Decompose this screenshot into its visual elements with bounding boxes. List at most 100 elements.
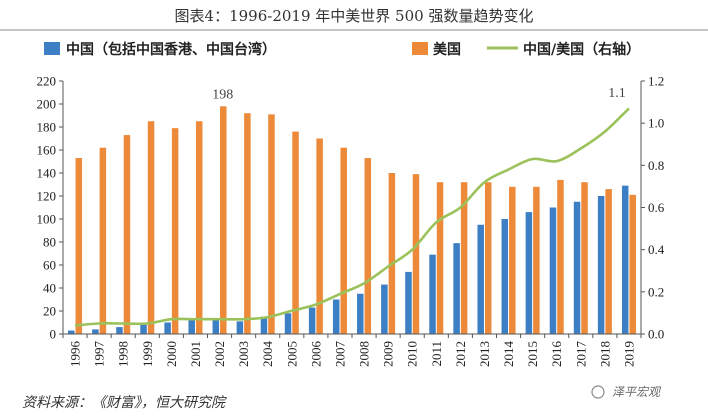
x-tick-label: 2019: [621, 341, 636, 367]
y-left-tick-label: 200: [37, 97, 57, 112]
x-tick-label: 1996: [68, 341, 83, 368]
bar-china: [164, 322, 171, 334]
bar-china: [332, 299, 340, 334]
bar-china: [92, 329, 99, 334]
x-tick-label: 2008: [357, 341, 372, 367]
y-right-tick-label: 0.8: [648, 158, 664, 173]
annotations: 198 1.1: [212, 86, 625, 102]
x-tick-label: 2005: [284, 341, 299, 367]
bar-china: [212, 320, 220, 334]
bar-china: [116, 327, 123, 334]
y-right-tick-label: 0.0: [648, 327, 664, 342]
bar-china: [501, 219, 509, 334]
bar-us: [195, 121, 203, 334]
bar-us: [171, 128, 179, 334]
watermark-text: 泽平宏观: [612, 385, 662, 399]
y-left-tick-label: 60: [43, 258, 56, 273]
x-tick-label: 2000: [164, 341, 179, 367]
bar-us: [557, 179, 564, 334]
x-tick-label: 2013: [477, 341, 492, 367]
source-note: 资料来源：《财富》，恒大研究院: [22, 395, 227, 411]
annotation-peak-us: 198: [212, 87, 233, 102]
x-tick-label: 2006: [308, 341, 323, 368]
watermark-icon: [591, 385, 605, 399]
bar-china: [429, 254, 436, 334]
x-tick-label: 2009: [381, 341, 396, 367]
x-tick-label: 2018: [597, 341, 612, 367]
bar-us: [340, 147, 347, 334]
x-tick-label: 2014: [501, 341, 516, 368]
x-tick-label: 2010: [405, 341, 420, 367]
y-left-tick-label: 120: [37, 189, 57, 204]
bar-china: [284, 313, 292, 334]
y-right-tick-label: 1.0: [648, 116, 664, 131]
legend-swatch-us: [412, 42, 428, 55]
x-tick-label: 2002: [212, 341, 227, 367]
bar-us: [123, 135, 131, 334]
y-right-tick-label: 1.2: [648, 74, 664, 89]
y-left-tick-label: 100: [37, 212, 57, 227]
bar-us: [605, 189, 612, 334]
bar-china: [188, 320, 195, 334]
bar-us: [388, 173, 396, 334]
legend-label-china: 中国（包括中国香港、中国台湾）: [66, 41, 276, 58]
bar-us: [629, 194, 636, 334]
bar-china: [308, 307, 316, 334]
bar-china: [525, 212, 533, 334]
bar-us: [484, 182, 492, 334]
x-tick-label: 2012: [453, 341, 468, 367]
x-tick-label: 2017: [573, 341, 588, 368]
legend-label-us: 美国: [433, 41, 461, 58]
ratio-line-layer: [74, 107, 630, 327]
y-right-tick-label: 0.2: [648, 284, 664, 299]
bar-us: [364, 158, 372, 334]
bar-us: [147, 121, 155, 334]
x-tick-label: 2015: [525, 341, 540, 367]
bar-us: [268, 114, 275, 334]
bar-china: [477, 224, 484, 334]
annotation-ratio-end: 1.1: [608, 86, 626, 101]
bar-us: [99, 147, 107, 334]
bar-us: [533, 186, 540, 334]
y-left-tick-label: 40: [43, 281, 56, 296]
bar-china: [453, 243, 460, 334]
bar-china: [573, 201, 581, 334]
y-left-tick-label: 160: [37, 143, 57, 158]
bar-us: [509, 186, 516, 334]
x-tick-label: 2011: [429, 341, 444, 367]
bar-china: [621, 185, 629, 334]
bar-us: [581, 182, 588, 334]
bar-china: [236, 321, 244, 334]
legend-swatch-china: [44, 42, 60, 55]
legend: 中国（包括中国香港、中国台湾） 美国 中国/美国（右轴）: [44, 41, 640, 58]
bar-us: [75, 158, 83, 334]
y-left-tick-label: 220: [37, 74, 57, 89]
bar-china: [405, 271, 412, 334]
y-left-tick-label: 80: [43, 235, 56, 250]
bar-us: [436, 182, 444, 334]
bar-china: [260, 316, 268, 334]
x-tick-label: 2003: [236, 341, 251, 367]
y-right-tick-label: 0.4: [648, 242, 665, 257]
y-left-tick-label: 0: [50, 327, 57, 342]
y-left-tick-label: 140: [37, 166, 57, 181]
x-tick-label: 1999: [140, 341, 155, 367]
bars: [68, 106, 636, 334]
bar-china: [597, 196, 605, 334]
legend-label-ratio: 中国/美国（右轴）: [523, 41, 640, 58]
y-left-tick-label: 180: [37, 120, 57, 135]
watermark: 泽平宏观: [591, 385, 662, 399]
bar-china: [357, 293, 364, 334]
axes: 0 20 40 60 80 100 120 140 160 180 200 220 0.0 0.2 0.4 0…: [37, 74, 665, 368]
x-tick-label: 2007: [332, 341, 347, 368]
bar-china: [381, 284, 388, 334]
bar-china: [549, 207, 557, 334]
bar-china: [68, 330, 75, 334]
x-tick-label: 2016: [549, 341, 564, 368]
y-left-tick-label: 20: [43, 304, 56, 319]
x-tick-label: 2001: [188, 341, 203, 367]
bar-us: [412, 174, 420, 334]
chart-title: 图表4：1996-2019 年中美世界 500 强数量趋势变化: [175, 7, 534, 25]
bar-us: [460, 182, 468, 334]
